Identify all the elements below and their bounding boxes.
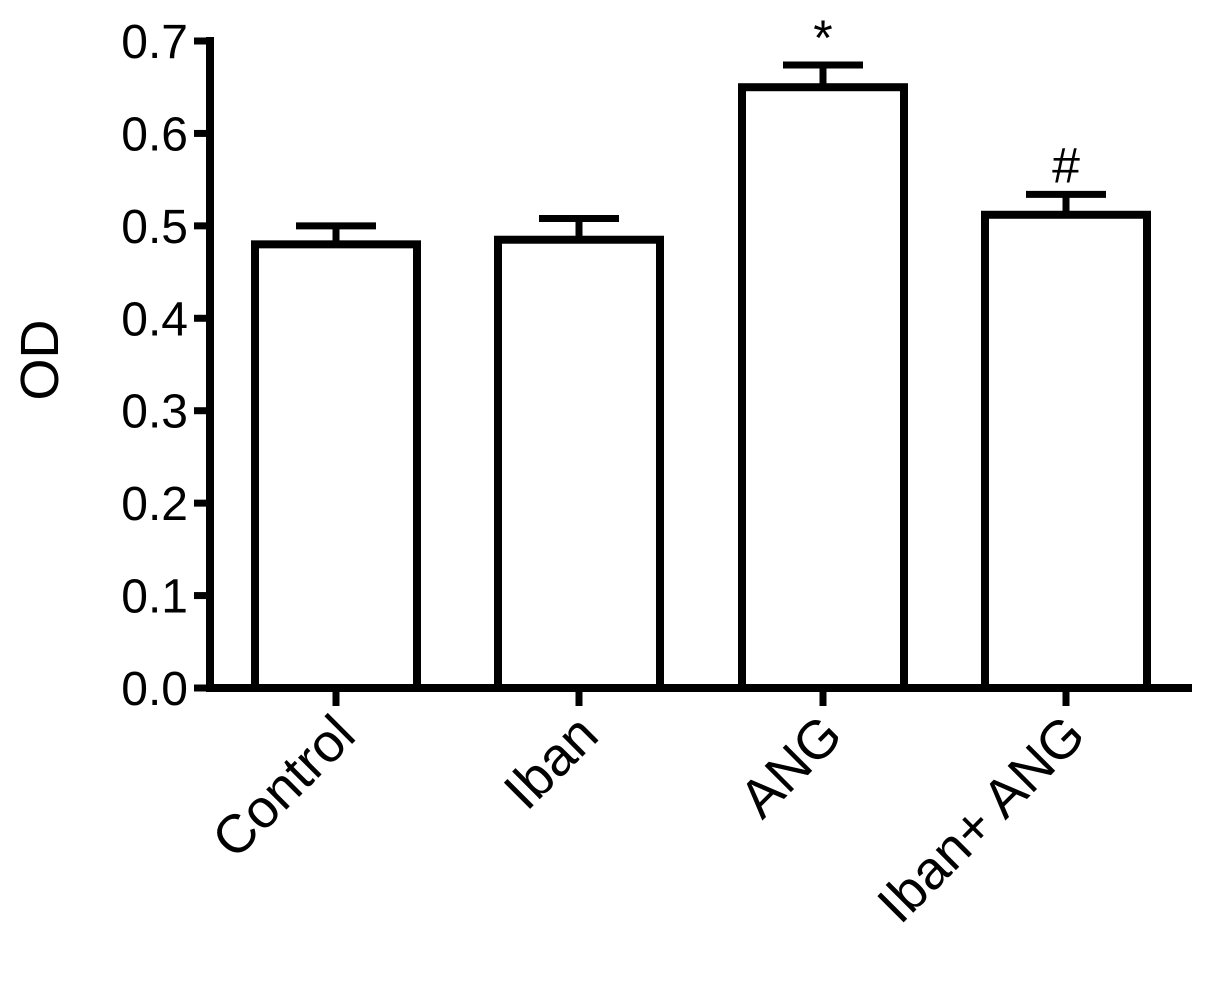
bar-control (251, 240, 421, 692)
bars-layer: *# (251, 10, 1151, 692)
y-tick-label: 0.0 (121, 663, 188, 716)
y-tick-label: 0.5 (121, 201, 188, 254)
y-tick-label: 0.7 (121, 16, 188, 69)
bar-ang (738, 83, 908, 692)
y-tick-label: 0.1 (121, 571, 188, 624)
bar-iban-ang (981, 210, 1151, 692)
x-category-labels: Control Iban ANG Iban+ ANG (201, 688, 1096, 934)
significance-marker: * (813, 10, 832, 66)
y-tick-label: 0.4 (121, 293, 188, 346)
y-ticks: 0.0 0.1 0.2 0.3 0.4 0.5 0.6 0.7 (121, 16, 210, 716)
axes-layer (206, 37, 1192, 692)
x-category-label: Control (201, 704, 367, 870)
x-category-label: Iban+ ANG (866, 704, 1096, 934)
x-category-label: ANG (728, 704, 853, 829)
y-axis-title: OD (10, 320, 70, 401)
significance-marker: # (1052, 137, 1080, 193)
y-tick-label: 0.2 (121, 478, 188, 531)
bar-iban (494, 235, 664, 692)
x-category-label: Iban (493, 704, 610, 821)
y-tick-label: 0.3 (121, 386, 188, 439)
y-tick-label: 0.6 (121, 108, 188, 161)
